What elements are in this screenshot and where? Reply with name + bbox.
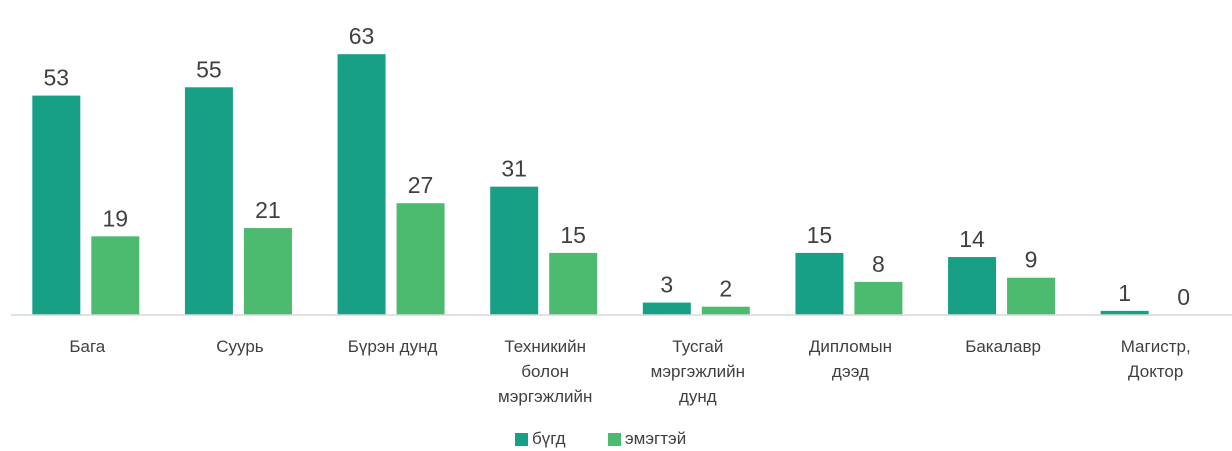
bar: [337, 54, 386, 316]
data-label: 53: [44, 65, 70, 91]
bar: [1100, 310, 1149, 315]
bar: [948, 257, 997, 315]
x-tick-label: Бүрэн дунд: [347, 337, 438, 356]
legend-label: эмэгтэй: [625, 429, 687, 448]
bar: [701, 306, 750, 315]
legend-swatch: [515, 432, 528, 446]
data-label: 0: [1177, 284, 1190, 310]
data-label: 19: [103, 205, 129, 231]
data-label: 15: [560, 222, 586, 248]
legend-item: эмэгтэй: [608, 429, 686, 449]
x-tick-label: Техникийн болон мэргэжлийн: [498, 337, 593, 406]
data-label: 27: [408, 172, 434, 198]
bar: [642, 302, 691, 315]
data-label: 31: [501, 156, 527, 182]
data-label: 3: [660, 272, 673, 298]
legend-item: бүгд: [515, 429, 566, 449]
data-label: 21: [255, 197, 281, 223]
data-label: 1: [1118, 280, 1131, 306]
bar: [184, 87, 233, 315]
bar: [1007, 277, 1056, 315]
x-tick-label: Бакалавр: [965, 337, 1041, 356]
bar: [91, 236, 140, 315]
bar: [490, 186, 539, 315]
bar: [243, 228, 292, 315]
x-tick-label: Суурь: [216, 337, 264, 356]
data-label: 2: [719, 276, 732, 302]
data-label: 8: [872, 251, 885, 277]
data-label: 55: [196, 56, 222, 82]
legend-label: бүгд: [532, 429, 566, 448]
bar: [549, 252, 598, 315]
data-label: 63: [349, 23, 375, 49]
bar: [854, 281, 903, 315]
bar: [396, 203, 445, 315]
data-label: 9: [1025, 247, 1038, 273]
data-label: 14: [959, 226, 985, 252]
legend-swatch: [608, 432, 621, 446]
data-label: 15: [807, 222, 833, 248]
bar: [795, 252, 844, 315]
bar: [32, 95, 81, 315]
x-tick-label: Магистр, Доктор: [1120, 337, 1191, 381]
x-tick-label: Тусгай мэргэжлийн дунд: [650, 337, 745, 406]
x-tick-label: Дипломын дээд: [808, 337, 892, 381]
x-tick-label: Бага: [69, 337, 106, 356]
